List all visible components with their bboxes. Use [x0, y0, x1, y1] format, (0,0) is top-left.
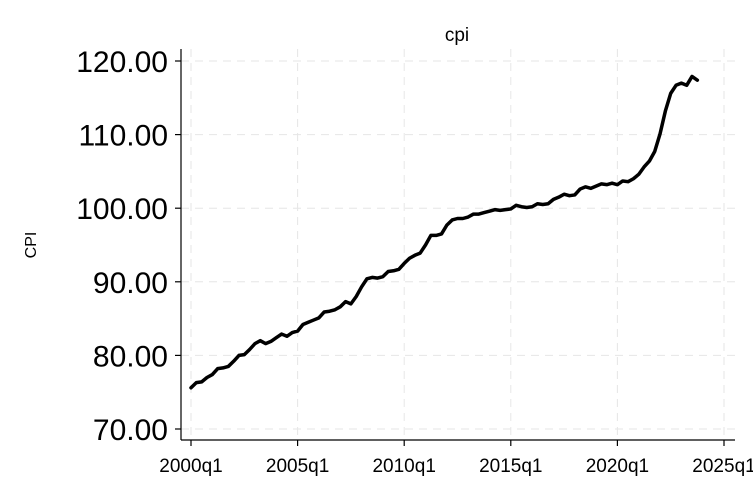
- x-tick-label: 2000q1: [159, 456, 222, 477]
- x-tick-label: 2005q1: [266, 456, 329, 477]
- x-ticks: 2000q1 2005q1 2010q1 2015q1 2020q1 2025q1: [159, 440, 753, 477]
- y-tick-label: 70.00: [93, 414, 168, 447]
- grid-lines: [181, 49, 735, 440]
- y-axis-label: CPI: [23, 232, 40, 259]
- series-line-cpi: [189, 74, 700, 390]
- x-tick-label: 2020q1: [586, 456, 649, 477]
- axes: [180, 49, 735, 441]
- chart-title: cpi: [445, 25, 469, 46]
- y-tick-label: 80.00: [93, 340, 168, 373]
- x-tick-label: 2010q1: [372, 456, 435, 477]
- y-tick-label: 120.00: [76, 46, 168, 79]
- y-tick-label: 100.00: [76, 193, 168, 226]
- x-tick-label: 2025q1: [692, 456, 753, 477]
- y-tick-label: 110.00: [78, 120, 168, 153]
- x-tick-label: 2015q1: [479, 456, 542, 477]
- y-tick-label: 90.00: [93, 267, 168, 300]
- y-ticks: 70.00 80.00 90.00 100.00 110.00 120.00: [76, 46, 181, 447]
